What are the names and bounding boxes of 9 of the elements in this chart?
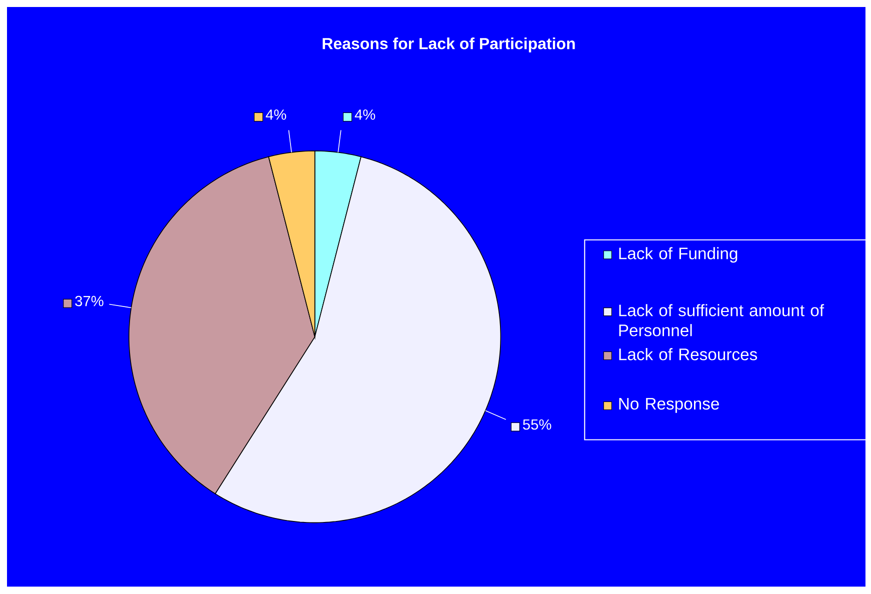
legend-label: Lack of sufficient amount of Personnel xyxy=(619,304,824,336)
chart-title: Reasons for Lack of Participation xyxy=(322,38,575,53)
data-label: 4% xyxy=(266,110,286,120)
legend-label: Lack of Funding xyxy=(619,247,738,263)
legend-label: Lack of Resources xyxy=(619,348,758,360)
legend-label: No Response xyxy=(619,398,719,414)
data-label: 37% xyxy=(75,296,104,306)
data-label: 55% xyxy=(522,420,552,430)
data-label: 4% xyxy=(354,110,376,120)
